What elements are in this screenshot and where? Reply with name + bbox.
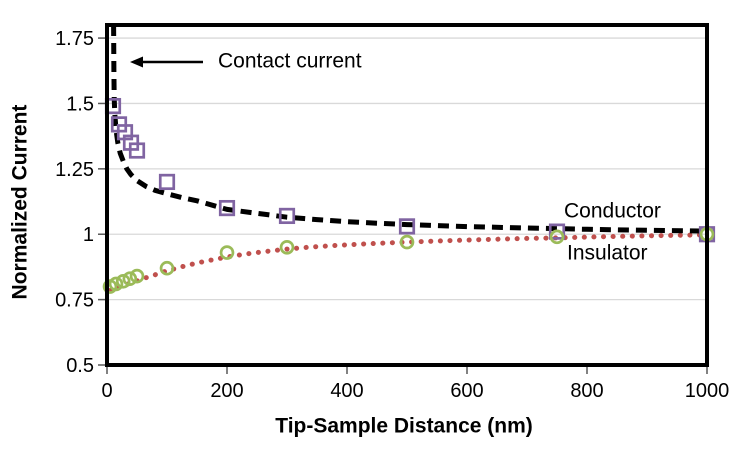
- conductor-series-label: Conductor: [564, 199, 661, 223]
- svg-text:1000: 1000: [685, 380, 730, 402]
- svg-text:400: 400: [330, 380, 363, 402]
- x-axis-title: Tip-Sample Distance (nm): [275, 414, 533, 438]
- insulator-series-label: Insulator: [567, 241, 648, 265]
- svg-text:200: 200: [210, 380, 243, 402]
- y-axis-title: Normalized Current: [8, 104, 32, 300]
- svg-text:800: 800: [570, 380, 603, 402]
- svg-text:600: 600: [450, 380, 483, 402]
- svg-text:0.75: 0.75: [55, 290, 94, 312]
- svg-text:1.25: 1.25: [55, 159, 94, 181]
- svg-text:1: 1: [83, 224, 94, 246]
- svg-text:1.75: 1.75: [55, 28, 94, 50]
- svg-text:0: 0: [101, 380, 112, 402]
- svg-text:0.5: 0.5: [66, 355, 94, 377]
- contact-current-annotation: Contact current: [218, 49, 362, 73]
- svg-text:1.5: 1.5: [66, 93, 94, 115]
